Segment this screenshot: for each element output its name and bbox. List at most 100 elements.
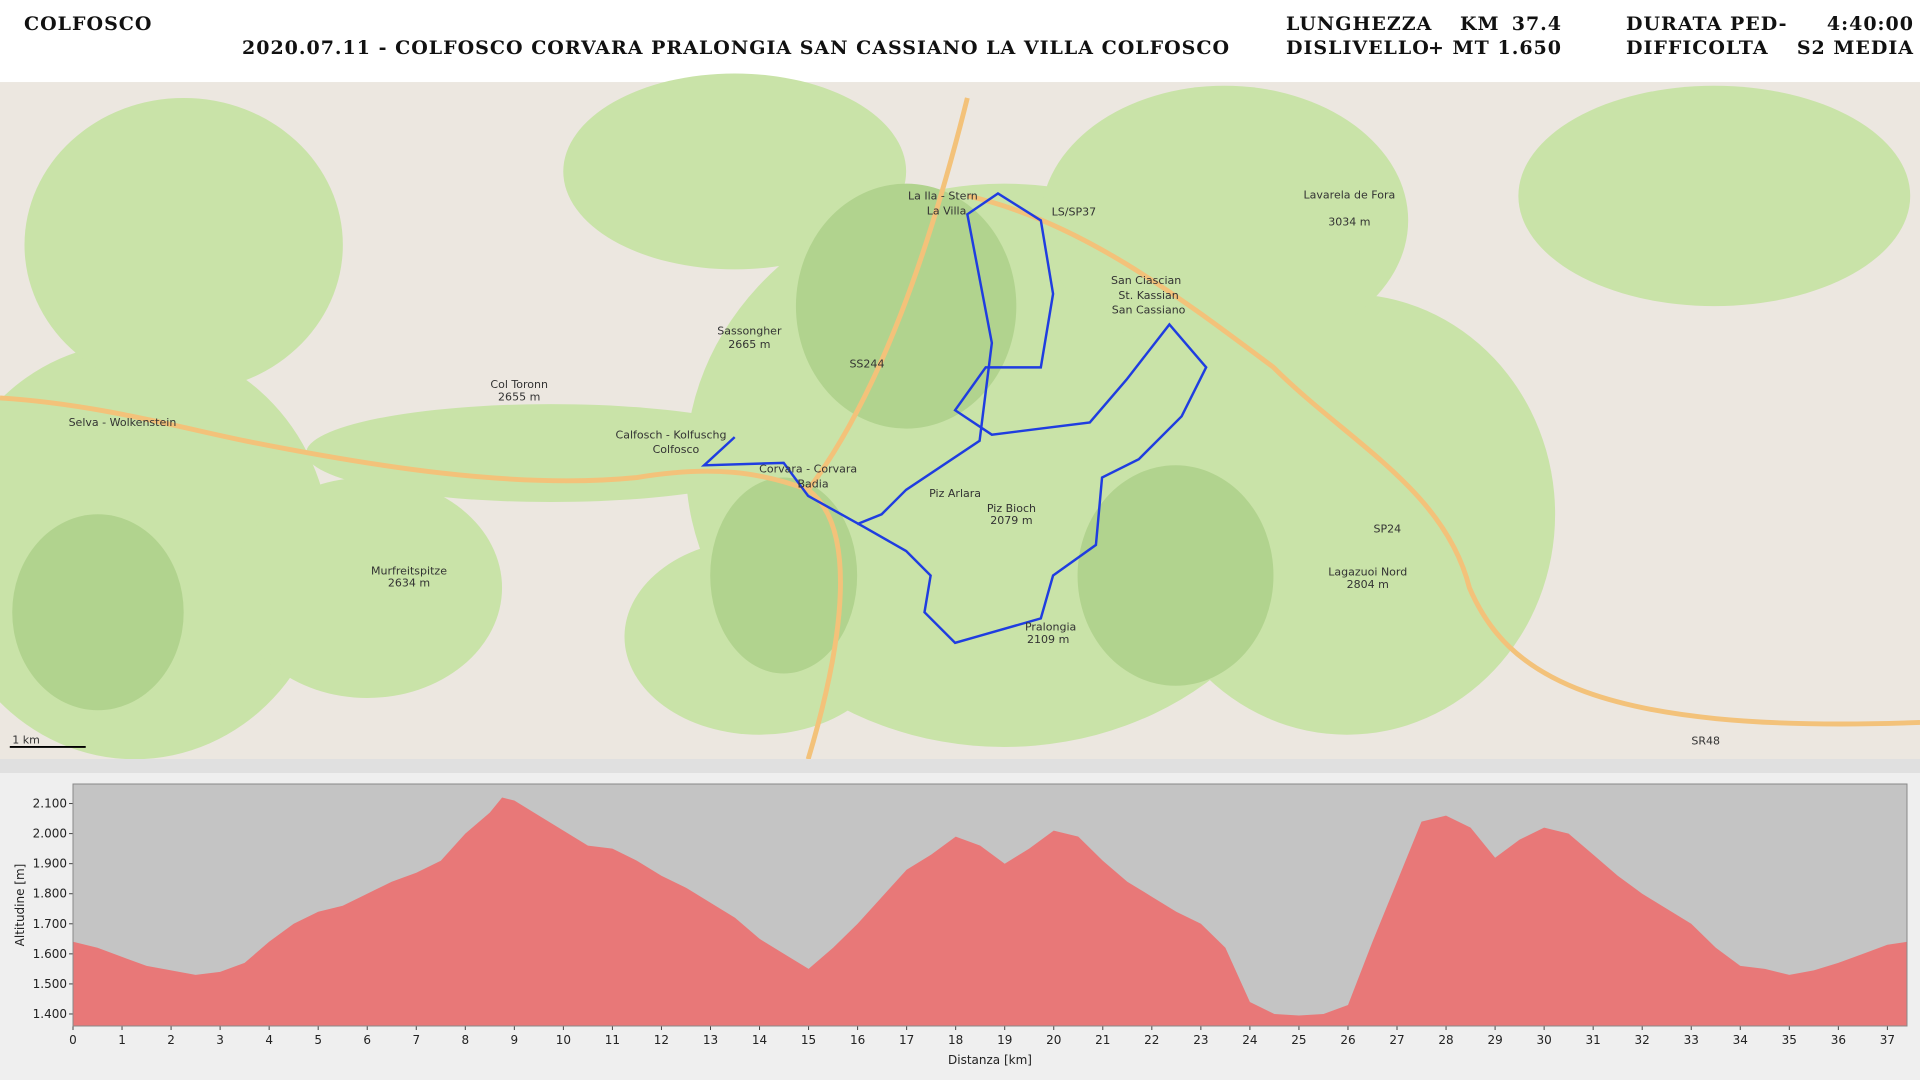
x-tick-label: 31 [1586, 1033, 1601, 1047]
route [700, 192, 1208, 645]
x-tick-label: 35 [1782, 1033, 1797, 1047]
x-tick-label: 15 [801, 1033, 816, 1047]
elevation-area [73, 797, 1907, 1026]
map-label: SP24 [1374, 523, 1402, 536]
map-label: St. Kassian [1118, 289, 1178, 302]
x-tick-label: 32 [1635, 1033, 1650, 1047]
map-label: San Ciascian [1111, 274, 1181, 287]
x-tick-label: 4 [265, 1033, 273, 1047]
map-label: 2109 m [1027, 633, 1069, 646]
y-tick-label: 1.900 [33, 857, 67, 871]
stat-label: LUNGHEZZA [1286, 13, 1432, 35]
x-tick-label: 3 [216, 1033, 224, 1047]
title: COLFOSCO [24, 13, 152, 35]
y-tick-label: 1.600 [33, 947, 67, 961]
y-axis-label: Altitudine [m] [13, 864, 27, 947]
y-tick-label: 1.400 [33, 1007, 67, 1021]
x-axis-label: Distanza [km] [948, 1053, 1032, 1067]
stat-unit: + MT [1428, 37, 1490, 59]
x-tick-label: 37 [1880, 1033, 1895, 1047]
x-tick-label: 23 [1193, 1033, 1208, 1047]
map-label: Lagazuoi Nord [1328, 566, 1407, 579]
map-label: Colfosco [653, 443, 700, 456]
header-bg [0, 0, 1920, 82]
scale-label: 1 km [12, 733, 40, 746]
x-tick-label: 11 [605, 1033, 620, 1047]
x-tick-label: 19 [997, 1033, 1012, 1047]
map-label: Pralongia [1025, 621, 1076, 634]
stat-unit: KM [1460, 13, 1500, 35]
map-label: Selva - Wolkenstein [69, 416, 177, 429]
map-label: 3034 m [1328, 215, 1370, 228]
map-label: Piz Bioch [987, 502, 1036, 515]
map-label: Corvara - Corvara [759, 463, 857, 476]
stat-label: DURATA PED- [1626, 13, 1787, 35]
stat-value: S2 MEDIA [1797, 37, 1914, 59]
map-label: 2634 m [388, 577, 430, 590]
map-label: La Ila - Stern [908, 190, 978, 203]
map-label: Sassongher [717, 324, 782, 337]
y-tick-label: 1.700 [33, 917, 67, 931]
x-tick-label: 1 [118, 1033, 126, 1047]
map-label: Lavarela de Fora [1304, 188, 1396, 201]
map-label: San Cassiano [1112, 303, 1186, 316]
map-label: Murfreitspitze [371, 564, 447, 577]
x-tick-label: 17 [899, 1033, 914, 1047]
map-label: 2079 m [990, 514, 1032, 527]
roads [0, 97, 1920, 760]
x-tick-label: 10 [556, 1033, 571, 1047]
x-tick-label: 30 [1536, 1033, 1551, 1047]
y-tick-label: 2.000 [33, 827, 67, 841]
map-label: SS244 [849, 357, 884, 370]
y-tick-label: 1.800 [33, 887, 67, 901]
x-tick-label: 25 [1291, 1033, 1306, 1047]
x-tick-label: 6 [363, 1033, 371, 1047]
map-label: La Villa [927, 204, 967, 217]
map-label: 2655 m [498, 390, 540, 403]
map-label: 2804 m [1347, 578, 1389, 591]
x-tick-label: 5 [314, 1033, 322, 1047]
x-tick-label: 33 [1684, 1033, 1699, 1047]
stat-value: 4:40:00 [1827, 13, 1914, 35]
plot-frame [72, 783, 1908, 1027]
x-tick-label: 24 [1242, 1033, 1257, 1047]
splitter[interactable] [0, 759, 1920, 773]
stat-value: 37.4 [1512, 13, 1562, 35]
x-tick-label: 0 [69, 1033, 77, 1047]
y-tick-label: 2.100 [33, 797, 67, 811]
map[interactable]: 1 km Selva - Wolkenstein Calfosch - Kolfu… [0, 73, 1920, 760]
x-tick-label: 22 [1144, 1033, 1159, 1047]
profile-chart: 1.400 1.500 1.600 1.700 1.800 1.900 2.000 2.100… [13, 783, 1908, 1067]
stat-value: 1.650 [1498, 37, 1563, 59]
x-tick-label: 26 [1340, 1033, 1355, 1047]
x-tick-label: 28 [1438, 1033, 1453, 1047]
x-tick-label: 29 [1487, 1033, 1502, 1047]
x-tick-label: 13 [703, 1033, 718, 1047]
subtitle: 2020.07.11 - COLFOSCO CORVARA PRALONGIA … [242, 37, 1230, 59]
x-tick-label: 9 [511, 1033, 519, 1047]
stat-label: DIFFICOLTA [1626, 37, 1769, 59]
map-label: Badia [798, 477, 829, 490]
x-tick-label: 18 [948, 1033, 963, 1047]
map-label: Col Toronn [490, 378, 548, 391]
map-label: LS/SP37 [1052, 206, 1097, 219]
map-label: Calfosch - Kolfuschg [616, 428, 727, 441]
x-tick-label: 36 [1831, 1033, 1846, 1047]
x-tick-label: 7 [412, 1033, 420, 1047]
x-tick-label: 34 [1733, 1033, 1748, 1047]
x-tick-label: 21 [1095, 1033, 1110, 1047]
x-tick-label: 2 [167, 1033, 175, 1047]
x-tick-label: 12 [654, 1033, 669, 1047]
map-label: Piz Arlara [929, 487, 981, 500]
x-tick-label: 20 [1046, 1033, 1061, 1047]
stat-label: DISLIVELLO [1286, 37, 1430, 59]
x-tick-label: 8 [461, 1033, 469, 1047]
y-tick-label: 1.500 [33, 977, 67, 991]
x-tick-label: 16 [850, 1033, 865, 1047]
x-tick-label: 27 [1389, 1033, 1404, 1047]
map-label: SR48 [1691, 734, 1720, 747]
map-label: 2665 m [728, 338, 770, 351]
x-tick-label: 14 [752, 1033, 767, 1047]
